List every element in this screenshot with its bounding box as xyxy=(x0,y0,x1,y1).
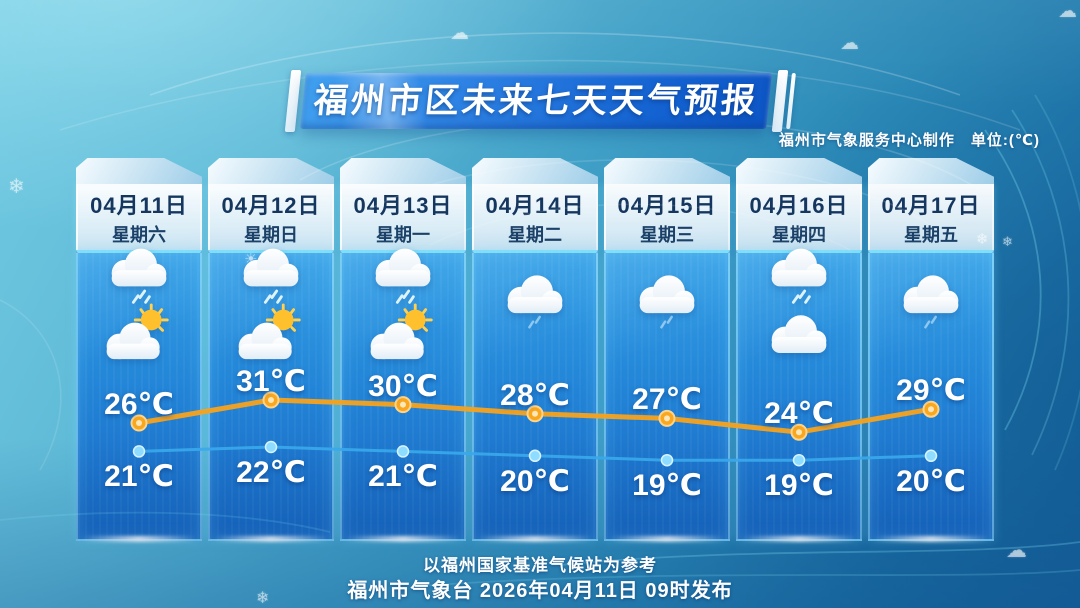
weather-icons xyxy=(210,247,332,369)
weather-icons xyxy=(78,247,200,369)
cloud-sun-icon xyxy=(96,303,182,369)
weather-icons xyxy=(474,247,596,332)
low-temp-label: 21℃ xyxy=(368,460,438,494)
cloud-rain-icon xyxy=(360,242,446,308)
weekday-label: 星期六 xyxy=(112,224,166,245)
high-temp-label: 31℃ xyxy=(236,365,306,398)
low-temp-label: 19℃ xyxy=(764,469,834,503)
high-temp-label: 30℃ xyxy=(368,369,438,403)
column-body xyxy=(736,250,862,541)
doodle-snowflake-icon: ❄ xyxy=(8,176,25,198)
weekday-label: 星期四 xyxy=(772,224,826,245)
high-temp-label: 24℃ xyxy=(764,397,834,431)
column-header: 04月14日 星期二 xyxy=(472,184,598,250)
cloud-sun-icon xyxy=(360,303,446,369)
doodle-snowflake-icon: ❄ xyxy=(256,590,270,607)
column-header: 04月15日 星期三 xyxy=(604,184,730,250)
low-temp-label: 19℃ xyxy=(632,469,702,503)
column-header: 04月16日 星期四 xyxy=(736,184,862,250)
low-temp-label: 20℃ xyxy=(896,464,966,498)
cloud-rain-icon xyxy=(228,242,314,308)
column-body xyxy=(76,250,202,541)
low-temp-label: 20℃ xyxy=(500,464,570,498)
cloud-rain-icon xyxy=(96,242,182,308)
weekday-label: 星期五 xyxy=(904,224,958,245)
date-label: 04月15日 xyxy=(617,192,717,218)
high-temp-label: 29℃ xyxy=(896,374,966,408)
forecast-column-5: 04月15日 星期三 27℃ 19℃ xyxy=(604,158,730,542)
date-label: 04月11日 xyxy=(90,192,188,218)
doodle-snowflake-icon: ❄ xyxy=(1002,234,1013,249)
cloud-rain-light-icon xyxy=(492,266,578,332)
high-temp-label: 26℃ xyxy=(104,388,174,421)
date-label: 04月12日 xyxy=(221,192,321,218)
column-body xyxy=(472,250,598,541)
cloud-sun-icon xyxy=(228,303,314,369)
column-header: 04月12日 星期日 xyxy=(208,184,334,250)
doodle-cloud-icon: ☁ xyxy=(1006,539,1027,562)
cloud-icon xyxy=(756,303,842,369)
weather-icons xyxy=(342,247,464,369)
footer-issue-info: 福州市气象台 2026年04月11日 09时发布 xyxy=(347,580,733,602)
high-temp-label: 28℃ xyxy=(500,378,570,412)
column-header: 04月11日 星期六 xyxy=(76,184,202,250)
cloud-rain-light-icon xyxy=(888,266,974,332)
doodle-snowflake-icon: ❄ xyxy=(976,231,989,248)
weekday-label: 星期二 xyxy=(508,224,562,245)
forecast-column-3: 04月13日 星期一 30℃ 21℃ xyxy=(340,158,466,542)
weekday-label: 星期日 xyxy=(244,224,298,245)
column-body xyxy=(868,250,994,541)
weather-icons xyxy=(606,247,728,332)
weekday-label: 星期一 xyxy=(376,224,430,245)
column-header: 04月17日 星期五 xyxy=(868,184,994,250)
cloud-rain-light-icon xyxy=(624,266,710,332)
doodle-sun-icon: ☀ xyxy=(244,251,258,268)
production-credit: 福州市气象服务中心制作 单位:(℃) xyxy=(778,132,1040,149)
forecast-column-4: 04月14日 星期二 28℃ 20℃ xyxy=(472,158,598,542)
date-label: 04月16日 xyxy=(749,192,849,218)
weekday-label: 星期三 xyxy=(640,224,694,245)
column-header: 04月13日 星期一 xyxy=(340,184,466,250)
weather-icons xyxy=(738,247,860,369)
high-temp-label: 27℃ xyxy=(632,383,702,417)
column-body xyxy=(340,250,466,541)
weather-icons xyxy=(870,247,992,332)
forecast-column-7: 04月17日 星期五 29℃ 20℃ xyxy=(868,158,994,542)
date-label: 04月13日 xyxy=(353,192,453,218)
forecast-column-2: 04月12日 星期日 31℃ 22℃ xyxy=(208,158,334,542)
low-temp-label: 21℃ xyxy=(104,460,174,494)
page-title: 福州市区未来七天天气预报 xyxy=(312,82,760,120)
doodle-cloud-icon: ☁ xyxy=(450,23,469,44)
low-temp-label: 22℃ xyxy=(236,456,306,489)
doodle-cloud-icon: ☁ xyxy=(840,33,859,54)
banner-plate: 福州市区未来七天天气预报 xyxy=(300,73,772,129)
date-label: 04月14日 xyxy=(485,192,585,218)
doodle-cloud-icon: ☁ xyxy=(1058,1,1077,22)
column-body xyxy=(604,250,730,541)
footer-reference-note: 以福州国家基准气候站为参考 xyxy=(423,556,657,575)
cloud-rain-icon xyxy=(756,242,842,308)
forecast-column-1: 04月11日 星期六 26℃ 21℃ xyxy=(76,158,202,542)
date-label: 04月17日 xyxy=(881,192,981,218)
title-banner: 福州市区未来七天天气预报 xyxy=(284,70,797,132)
